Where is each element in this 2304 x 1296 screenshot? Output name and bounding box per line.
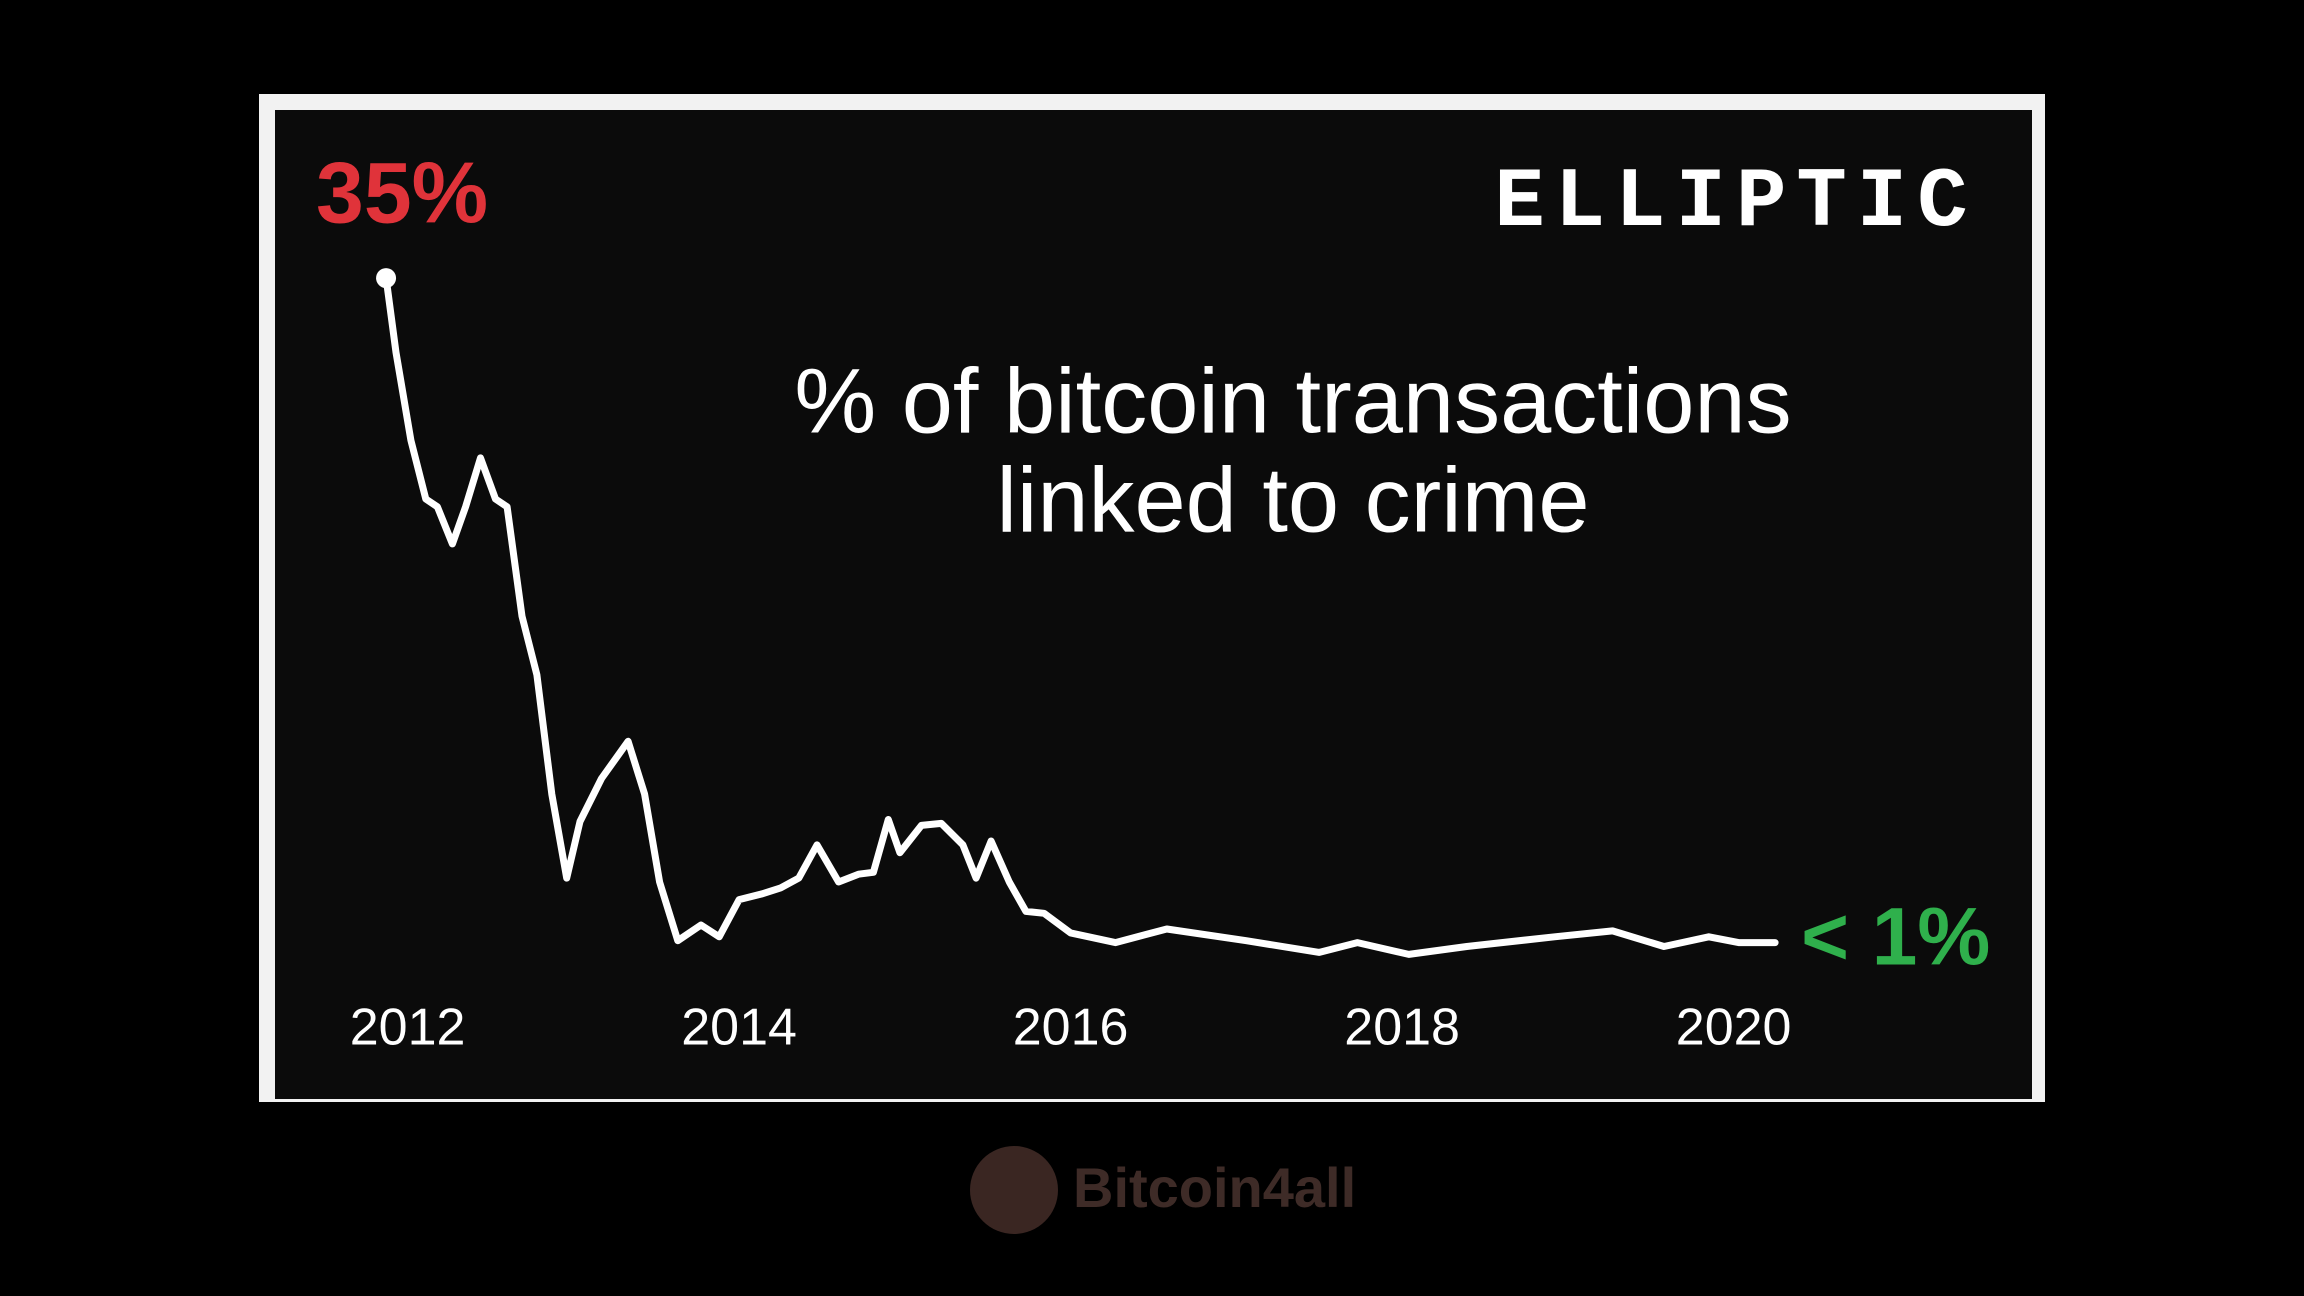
- x-tick-label: 2018: [1344, 999, 1460, 1057]
- chart-title: % of bitcoin transactions: [794, 350, 1791, 452]
- plot-panel: [275, 110, 2032, 1099]
- annotation-start: 35%: [316, 146, 488, 242]
- x-tick-label: 2012: [350, 999, 466, 1057]
- watermark-icon: [970, 1146, 1058, 1234]
- data-line: [382, 274, 1779, 958]
- annotation-end: < 1%: [1801, 891, 1990, 982]
- x-tick-label: 2014: [681, 999, 797, 1057]
- logo: ELLIPTIC: [1494, 156, 1977, 251]
- chart-title: linked to crime: [996, 449, 1589, 551]
- x-tick-label: 2020: [1676, 999, 1792, 1057]
- watermark: Bitcoin4all: [1073, 1156, 1356, 1219]
- x-tick-label: 2016: [1013, 999, 1129, 1057]
- start-point: [376, 268, 397, 289]
